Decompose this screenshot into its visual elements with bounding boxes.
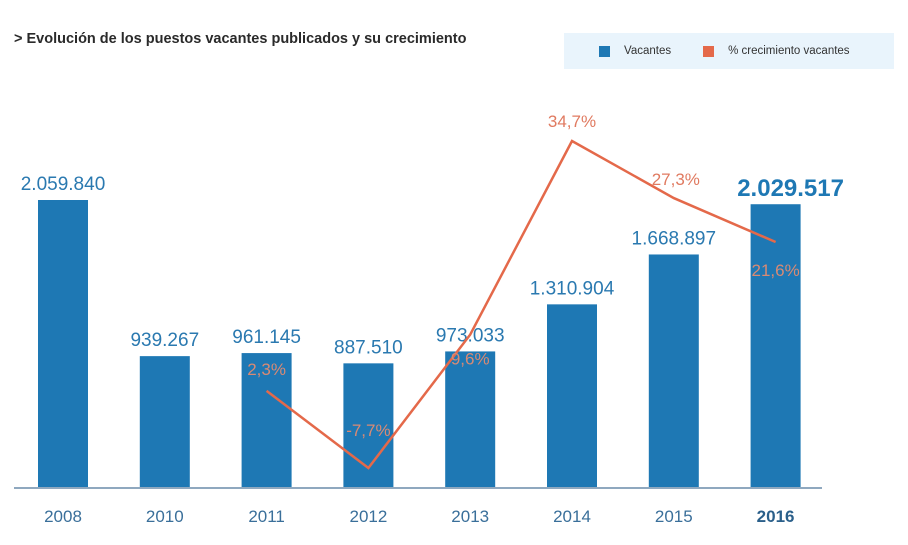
bar-2010 — [139, 356, 190, 487]
x-tick-label-2013: 2013 — [451, 507, 489, 526]
growth-label-2011: 2,3% — [247, 360, 286, 379]
x-tick-label-2014: 2014 — [553, 507, 591, 526]
chart-title: > Evolución de los puestos vacantes publ… — [14, 31, 467, 47]
legend-item-vacantes: Vacantes — [599, 45, 671, 57]
x-tick-label-2016: 2016 — [757, 507, 795, 526]
bar-value-label-2016: 2.029.517 — [737, 175, 844, 202]
bar-value-label-2011: 961.145 — [232, 327, 301, 348]
x-tick-label-2008: 2008 — [44, 507, 82, 526]
bar-2013 — [445, 351, 496, 487]
bar-2015 — [648, 254, 699, 487]
x-tick-label-2011: 2011 — [248, 507, 285, 526]
legend-swatch-crecimiento — [703, 45, 715, 57]
legend-label-crecimiento: % crecimiento vacantes — [728, 45, 850, 57]
bar-value-label-2010: 939.267 — [130, 330, 199, 351]
growth-line — [265, 139, 777, 470]
bar-value-label-2008: 2.059.840 — [21, 174, 106, 195]
bar-value-label-2015: 1.668.897 — [632, 228, 717, 249]
bar-2016 — [750, 204, 801, 487]
x-tick-label-2012: 2012 — [349, 507, 387, 526]
x-tick-label-2010: 2010 — [146, 507, 184, 526]
legend-label-vacantes: Vacantes — [624, 45, 672, 57]
legend-swatch-vacantes — [599, 45, 610, 57]
bar-2011 — [241, 353, 292, 487]
bar-value-label-2012: 887.510 — [334, 337, 403, 358]
growth-label-2014: 34,7% — [548, 112, 596, 131]
growth-label-2013: 9,6% — [451, 350, 490, 369]
growth-label-2016: 21,6% — [751, 261, 799, 280]
bar-2014 — [547, 304, 597, 487]
growth-label-2015: 27,3% — [652, 170, 700, 189]
chart-legend: Vacantes % crecimiento vacantes — [564, 33, 894, 69]
bar-2008 — [38, 200, 88, 487]
x-tick-label-2015: 2015 — [655, 507, 693, 526]
bar-value-label-2014: 1.310.904 — [530, 278, 615, 299]
growth-label-2012: -7,7% — [346, 421, 390, 440]
legend-item-crecimiento: % crecimiento vacantes — [703, 45, 850, 57]
